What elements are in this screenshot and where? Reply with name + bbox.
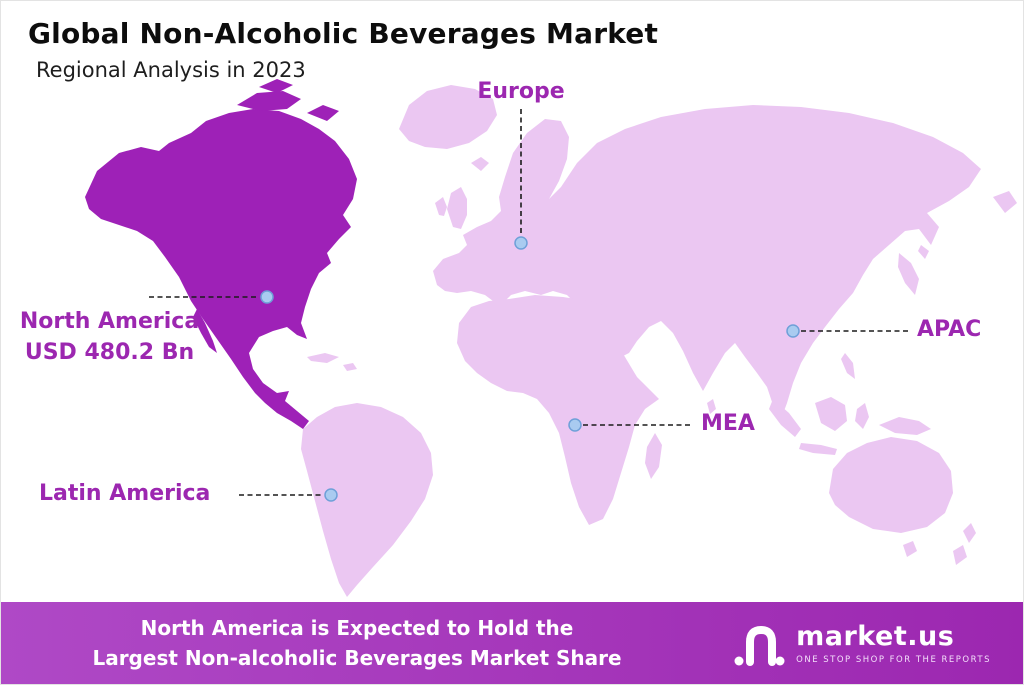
marker-apac xyxy=(786,324,800,338)
island-tasmania xyxy=(903,541,917,557)
continent-australia xyxy=(829,437,953,533)
region-label-north-america: North America USD 480.2 Bn xyxy=(7,307,212,369)
continent-africa xyxy=(457,295,659,525)
continent-south-america xyxy=(301,403,433,597)
baja-peninsula xyxy=(193,309,217,353)
region-label-north-america-name: North America xyxy=(19,309,200,334)
island-hispaniola xyxy=(343,363,357,371)
region-label-latin-america: Latin America xyxy=(39,481,211,506)
island-sumatra xyxy=(769,399,801,437)
market-us-logo: market.us ONE STOP SHOP FOR THE REPORTS xyxy=(733,616,991,670)
island-madagascar xyxy=(645,433,662,479)
island-new-zealand-north xyxy=(963,523,976,543)
banner-text: North America is Expected to Hold the La… xyxy=(37,613,677,673)
page-title: Global Non-Alcoholic Beverages Market xyxy=(28,17,659,50)
region-label-europe: Europe xyxy=(477,79,565,104)
island-ireland xyxy=(435,197,447,216)
arctic-islands-2 xyxy=(307,105,339,121)
banner-line1: North America is Expected to Hold the xyxy=(140,616,574,640)
island-northeast xyxy=(993,191,1017,213)
island-philippines xyxy=(841,353,855,379)
marker-europe xyxy=(514,236,528,250)
continent-eurasia xyxy=(433,105,981,419)
island-japan xyxy=(898,253,919,295)
continents xyxy=(85,79,1017,597)
banner-line2: Largest Non-alcoholic Beverages Market S… xyxy=(92,646,622,670)
logo-tagline: ONE STOP SHOP FOR THE REPORTS xyxy=(796,655,991,665)
island-japan-north xyxy=(918,245,929,259)
island-new-zealand-south xyxy=(953,545,967,565)
logo-text: market.us ONE STOP SHOP FOR THE REPORTS xyxy=(796,621,991,665)
island-cuba xyxy=(307,353,339,363)
logo-brand: market.us xyxy=(796,621,955,652)
marker-latin-america xyxy=(324,488,338,502)
island-sulawesi xyxy=(855,403,869,429)
page-subtitle: Regional Analysis in 2023 xyxy=(36,58,306,82)
markers xyxy=(260,236,800,502)
island-uk xyxy=(447,187,467,229)
region-value-north-america: USD 480.2 Bn xyxy=(24,339,195,365)
header: Global Non-Alcoholic Beverages Market Re… xyxy=(28,17,658,82)
bottom-banner: North America is Expected to Hold the La… xyxy=(1,602,1023,684)
island-sri-lanka xyxy=(707,399,716,414)
marker-mea xyxy=(568,418,582,432)
continent-greenland xyxy=(399,85,497,149)
arctic-islands-1 xyxy=(237,91,301,111)
market-us-logo-mark xyxy=(734,625,785,666)
region-label-mea: MEA xyxy=(701,411,755,436)
island-iceland xyxy=(471,157,489,171)
region-label-apac: APAC xyxy=(917,317,982,342)
leader-lines xyxy=(149,109,909,496)
island-java xyxy=(799,443,837,455)
island-new-guinea xyxy=(879,417,931,435)
arctic-islands-3 xyxy=(259,79,293,93)
marker-north-america xyxy=(260,290,274,304)
island-borneo xyxy=(815,397,847,431)
continent-north-america xyxy=(85,109,357,429)
